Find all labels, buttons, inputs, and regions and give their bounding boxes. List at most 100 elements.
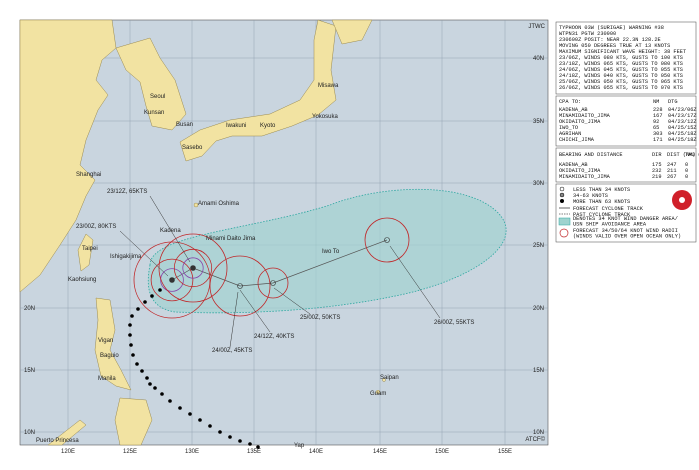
place-label: Ishigakijima: [110, 254, 142, 260]
warning-line: 230600Z POSIT: NEAR 22.3N 128.2E: [559, 37, 661, 43]
cpa-cell: MINAMIDAITO_JIMA: [559, 113, 611, 119]
past-position: [238, 439, 242, 443]
past-position: [158, 288, 162, 292]
lon-label: 120E: [61, 449, 75, 455]
storm-position: [384, 237, 390, 243]
place-label: Shanghai: [76, 172, 101, 178]
cpa-cell: CHICHI_JIMA: [559, 137, 595, 143]
credit: ATCF©: [525, 436, 545, 443]
legend-label: 34-63 KNOTS: [573, 193, 608, 199]
cpa-cell: OKIDAITO_JIMA: [559, 119, 601, 125]
legend-icon: [559, 228, 569, 238]
cpa-cell: 303: [653, 131, 663, 137]
bearing-header: BEARING AND DISTANCE: [559, 152, 623, 158]
bearing-box: [555, 147, 697, 183]
bearing-cell: MINAMIDAITO_JIMA: [559, 174, 611, 180]
lon-label: 125E: [123, 449, 137, 455]
legend-icon: [559, 192, 565, 198]
wind-radius-50: [150, 258, 194, 302]
lat-label-right: 25N: [533, 243, 544, 249]
amami-island: [193, 202, 199, 208]
past-position: [128, 333, 132, 337]
cpa-header: NM: [653, 99, 659, 105]
bearing-cell: 0: [685, 168, 688, 174]
place-label: Misawa: [318, 83, 339, 89]
legend-icon: [558, 217, 571, 226]
past-position: [145, 376, 149, 380]
warning-line: 23/18Z, WINDS 065 KTS, GUSTS TO 080 KTS: [559, 61, 683, 67]
lat-label: 20N: [24, 306, 35, 312]
wind-radius-50: [173, 248, 213, 288]
warning-line: MAXIMUM SIGNIFICANT WAVE HEIGHT: 38 FEET: [559, 49, 686, 55]
lon-label: 140E: [309, 449, 323, 455]
place-label: Busan: [176, 122, 193, 128]
cpa-cell: 04/25/18Z: [668, 137, 697, 143]
lat-label-right: 35N: [533, 119, 544, 125]
lat-label-right: 30N: [533, 181, 544, 187]
cpa-cell: 04/23/06Z: [668, 107, 697, 113]
legend-label: PAST CYCLONE TRACK: [573, 212, 631, 218]
legend-icon: [560, 199, 564, 203]
storm-position: [190, 265, 196, 271]
agency: JTWC: [528, 24, 545, 30]
cpa-header: DTG: [668, 99, 678, 105]
bearing-header: DIR: [652, 152, 662, 158]
lat-label: 15N: [24, 368, 35, 374]
lon-label: 155E: [498, 449, 512, 455]
past-position: [136, 307, 140, 311]
bearing-cell: 0: [685, 162, 688, 168]
bearing-cell: 0: [685, 174, 688, 180]
legend-icon: [559, 186, 565, 192]
forecast-label: 25/00Z, 50KTS: [300, 315, 340, 321]
typhoon-eye: [679, 197, 685, 203]
bearing-cell: 211: [667, 168, 677, 174]
place-label: Iwo To: [322, 249, 340, 255]
cpa-cell: 04/23/17Z: [668, 113, 697, 119]
past-position: [228, 435, 232, 439]
forecast-label: 23/00Z, 80KTS: [76, 224, 116, 230]
place-label: Kunsan: [144, 110, 164, 116]
wind-radius-34: [257, 267, 289, 299]
korea: [115, 37, 187, 131]
warning-line: 24/18Z, WINDS 040 KTS, GUSTS TO 050 KTS: [559, 73, 683, 79]
place-label: Kadena: [160, 228, 181, 234]
warning-line: WTPN31 PGTW 230900: [559, 31, 616, 37]
wind-radius-64: [160, 268, 184, 292]
lat-label: 10N: [24, 430, 35, 436]
cpa-cell: KADENA_AB: [559, 107, 588, 113]
bearing-header: TAU (HRS): [685, 152, 699, 158]
warning-line: 23/06Z, WINDS 080 KTS, GUSTS TO 100 KTS: [559, 55, 683, 61]
storm-position: [270, 280, 276, 286]
map-labels: Misawa Seoul Kunsan Busan Iwakuni Kyoto Yokosu…: [36, 83, 474, 449]
warning-line: 24/06Z, WINDS 045 KTS, GUSTS TO 055 KTS: [559, 67, 683, 73]
place-label: Vigan: [98, 338, 113, 344]
past-position: [135, 362, 139, 366]
cpa-cell: 04/25/18Z: [668, 131, 697, 137]
past-position: [256, 445, 260, 449]
label-leader: [273, 287, 311, 315]
place-label: Saipan: [380, 375, 399, 381]
wind-radius-64: [182, 257, 204, 279]
forecast-label: 23/12Z, 65KTS: [107, 189, 147, 195]
past-position: [140, 369, 144, 373]
cpa-cell: 167: [653, 113, 663, 119]
warning-line: MOVING 050 DEGREES TRUE AT 13 KNOTS: [559, 43, 670, 49]
legend-label: LESS THAN 34 KNOTS: [573, 187, 630, 193]
palawan: [47, 419, 87, 446]
place-label: Sasebo: [182, 145, 203, 151]
legend-label: DENOTES 34 KNOT WIND DANGER AREA/USN SHI…: [573, 216, 678, 228]
lat-label-right: 15N: [533, 368, 544, 374]
cpa-header: CPA TO:: [559, 99, 581, 105]
storm-position: [237, 283, 243, 289]
label-leader: [389, 245, 441, 319]
warning-line: 25/06Z, WINDS 050 KTS, GUSTS TO 065 KTS: [559, 79, 683, 85]
legend-label: FORECAST 34/50/64 KNOT WIND RADII (WINDS…: [573, 228, 681, 240]
bearing-cell: 219: [652, 174, 662, 180]
place-label: Yokosuka: [312, 114, 338, 120]
place-label: Yap: [294, 443, 305, 449]
guam-island: [375, 389, 381, 395]
forecast-track: [171, 239, 388, 287]
wind-radius-34: [133, 241, 211, 319]
wind-radius-34: [158, 233, 228, 303]
